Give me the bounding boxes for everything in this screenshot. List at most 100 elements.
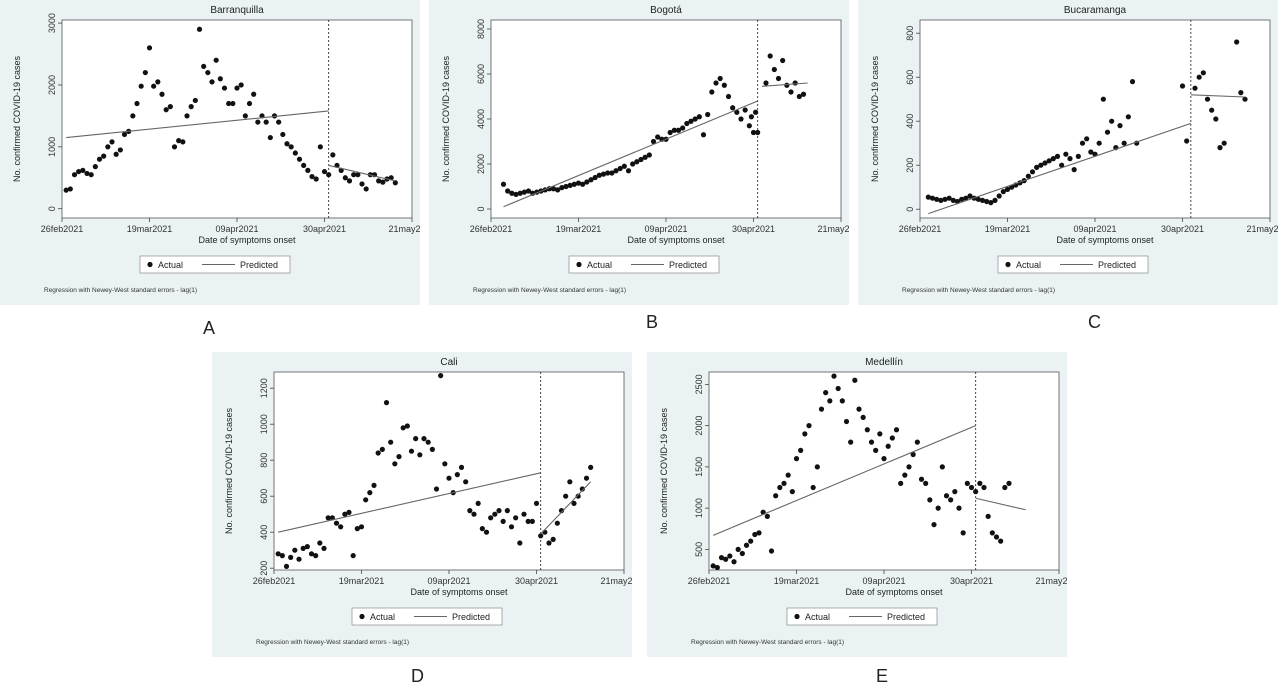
actual-point [1050,156,1056,162]
panel-letter-a: A [203,318,216,338]
actual-point [1209,107,1215,113]
actual-point [251,91,257,97]
actual-point [1038,162,1044,168]
actual-point [513,515,519,521]
actual-point [517,190,523,196]
actual-point [768,548,775,554]
actual-point [280,131,286,138]
actual-point [284,141,290,147]
actual-point [309,173,315,180]
x-tick-label: 09apr2021 [644,224,687,234]
actual-point [993,534,1000,540]
actual-point [1192,85,1198,91]
actual-point [346,178,353,184]
actual-point [555,187,561,193]
actual-point [605,170,611,176]
actual-point [906,464,912,470]
actual-point [934,196,940,202]
actual-point [492,511,498,517]
actual-point [380,179,386,185]
actual-point [967,193,973,199]
actual-point [496,508,502,514]
y-tick-label: 200 [905,158,915,173]
actual-point [571,500,577,506]
actual-point [283,563,290,569]
actual-point [238,82,244,88]
chart-panel-bogota: Bogotá 0 2000 4000 6000 8000 26feb2021 19mar202… [429,0,849,305]
actual-point [533,500,540,506]
actual-point [508,524,515,530]
regression-note: Regression with Newey-West standard erro… [902,287,1055,294]
actual-point [221,85,228,91]
actual-point [326,172,332,178]
y-tick-label: 2000 [476,154,486,174]
actual-point [505,188,511,194]
actual-point [308,551,315,557]
actual-point [138,83,144,89]
actual-point [989,530,995,536]
actual-point [852,377,858,383]
actual-point [167,104,173,110]
actual-point [802,431,808,437]
actual-point [488,515,494,521]
actual-point [588,177,594,183]
actual-point [529,518,535,524]
actual-point [117,147,123,153]
actual-point [333,520,340,526]
y-tick-label: 1000 [47,137,57,157]
x-tick-label: 21may2021 [600,576,632,586]
actual-point [1238,90,1244,96]
actual-point [592,174,598,181]
actual-point [1063,151,1069,157]
predicted-line [66,110,329,139]
x-axis-label: Date of symptoms onset [198,235,296,245]
legend-actual-marker [147,261,153,268]
actual-point [800,91,807,97]
x-tick-label: 21may2021 [1246,224,1278,234]
x-tick-label: 26feb2021 [253,576,296,586]
x-tick-label: 09apr2021 [215,224,258,234]
x-axis-label: Date of symptoms onset [627,235,725,245]
actual-point [963,195,969,201]
actual-point [155,79,161,85]
actual-point [513,191,519,197]
actual-point [738,116,744,122]
actual-point [773,493,779,499]
panel-letter-d: D [411,666,424,686]
actual-point [596,172,602,178]
x-tick-label: 19mar2021 [556,224,602,234]
actual-point [843,418,850,425]
actual-point [1079,140,1086,146]
x-tick-label: 26feb2021 [470,224,513,234]
panel-letter-b: B [646,312,659,332]
actual-point [1075,153,1081,159]
actual-point [700,132,707,138]
actual-point [814,464,820,470]
actual-point [525,518,531,524]
actual-point [705,111,711,118]
x-tick-label: 30apr2021 [950,576,993,586]
actual-point [300,545,306,551]
regression-note: Regression with Newey-West standard erro… [473,287,626,294]
actual-point [793,456,800,462]
actual-point [671,127,677,133]
actual-point [342,511,348,517]
actual-point [550,186,557,192]
actual-point [642,154,648,160]
x-tick-label: 26feb2021 [688,576,731,586]
actual-point [692,116,698,122]
actual-point [1067,156,1073,162]
actual-point [788,89,794,95]
actual-point [731,559,737,565]
actual-point [350,553,356,559]
actual-point [101,153,107,159]
actual-point [721,82,727,88]
actual-point [1059,162,1065,168]
actual-point [621,163,627,169]
actual-point [483,529,490,535]
actual-point [467,508,473,514]
actual-point [746,123,752,129]
actual-point [734,109,740,115]
actual-point [925,194,931,200]
actual-point [71,172,78,178]
